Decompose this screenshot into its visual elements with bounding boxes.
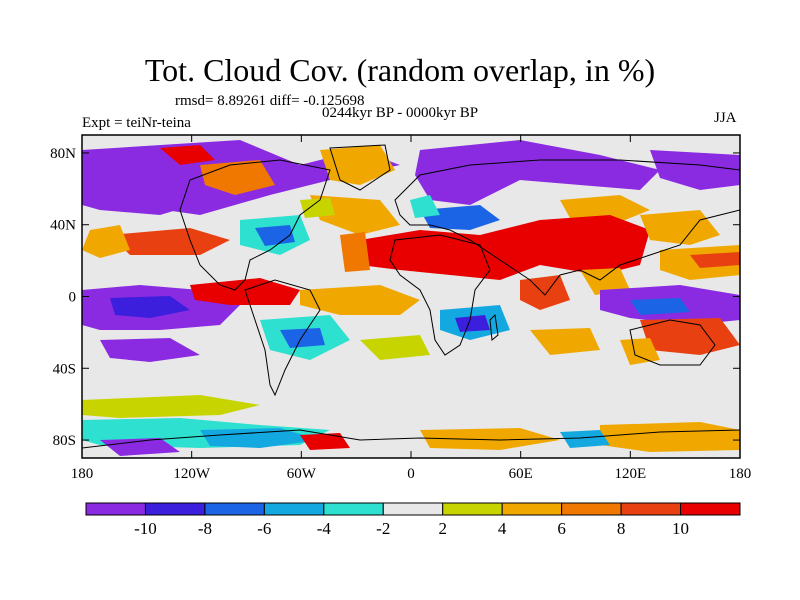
australia-orange bbox=[620, 338, 660, 365]
colorbar-label: 2 bbox=[438, 519, 447, 538]
equatorial-pacific-blue bbox=[110, 296, 190, 318]
colorbar-label: -2 bbox=[376, 519, 391, 538]
lon-tick-label: 180 bbox=[71, 466, 94, 482]
lon-tick-label: 120E bbox=[614, 466, 646, 482]
colorbar-swatch bbox=[263, 502, 325, 516]
africa-blue bbox=[455, 315, 490, 332]
europe-blue bbox=[420, 205, 500, 230]
lat-tick-label: 0 bbox=[69, 290, 77, 306]
colorbar-label: 8 bbox=[616, 519, 626, 538]
greenland-coast bbox=[329, 144, 391, 191]
north-atlantic-purple bbox=[415, 140, 660, 205]
south-indian-orange bbox=[530, 328, 600, 355]
n-pacific-red bbox=[110, 228, 230, 255]
antarctic-cyan-east bbox=[560, 430, 610, 448]
se-asia-orange bbox=[580, 268, 630, 295]
atlantic-equ-orange bbox=[300, 285, 420, 315]
antarctic-orange-east bbox=[600, 422, 740, 452]
africa-coast bbox=[389, 234, 491, 356]
colorbar-label: -10 bbox=[134, 519, 157, 538]
colorbar-swatch bbox=[323, 502, 384, 516]
madagascar-coast bbox=[489, 313, 499, 341]
china-orange bbox=[640, 210, 720, 245]
colorbar-label: 6 bbox=[557, 519, 566, 538]
colorbar-swatch bbox=[561, 502, 622, 516]
map-title: Tot. Cloud Cov. (random overlap, in %) bbox=[144, 52, 656, 88]
southern-ocean-yellow bbox=[82, 395, 260, 418]
colorbar-label: 10 bbox=[672, 519, 690, 538]
sahara-asia-red bbox=[360, 215, 650, 280]
antarctic-purple bbox=[100, 438, 180, 456]
season-label: JJA bbox=[714, 110, 737, 126]
antarctica-coast bbox=[82, 429, 740, 449]
lon-tick-label: 120W bbox=[173, 466, 211, 482]
n-america-blue bbox=[255, 225, 295, 246]
sahara-asia-orange bbox=[340, 232, 370, 272]
eurasia-coast bbox=[394, 159, 740, 296]
colorbar-swatch bbox=[144, 502, 206, 516]
atlantic-orange bbox=[310, 195, 400, 235]
colorbar bbox=[85, 502, 741, 516]
map-field bbox=[82, 135, 740, 458]
lon-tick-label: 0 bbox=[407, 466, 415, 482]
europe-teal bbox=[410, 195, 440, 218]
arctic-red bbox=[160, 145, 215, 165]
latitude-axis: 80N 40N 0 40S 80S bbox=[50, 146, 740, 449]
colorbar-swatch bbox=[204, 502, 265, 516]
east-siberia-purple bbox=[650, 150, 740, 190]
colorbar-label: -6 bbox=[257, 519, 272, 538]
siberia-orange bbox=[560, 195, 650, 222]
north-pacific-purple bbox=[82, 160, 210, 215]
colorbar-swatch bbox=[382, 502, 444, 516]
south-america-coast bbox=[244, 279, 321, 397]
colorbar-swatch bbox=[85, 502, 146, 516]
south-america-blue bbox=[280, 328, 325, 348]
colorbar-swatch bbox=[620, 502, 682, 516]
colorbar-label: 4 bbox=[497, 519, 507, 538]
colorbar-label: -8 bbox=[197, 519, 212, 538]
atlantic-yellow bbox=[300, 198, 335, 218]
lon-tick-label: 60E bbox=[509, 466, 533, 482]
colorbar-swatch bbox=[442, 502, 503, 516]
period-label: 0244kyr BP - 0000kyr BP bbox=[322, 105, 479, 121]
longitude-axis: 180 120W 60W 0 60E 120E 180 bbox=[71, 135, 752, 482]
india-red bbox=[520, 275, 570, 310]
colorbar-label: -4 bbox=[316, 519, 331, 538]
antarctic-cyan bbox=[200, 428, 320, 448]
n-pacific-orange bbox=[82, 225, 130, 258]
lat-tick-label: 40S bbox=[53, 361, 76, 377]
lon-tick-label: 60W bbox=[287, 466, 317, 482]
stats-line: rmsd= 8.89261 diff= -0.125698 bbox=[175, 93, 365, 109]
lat-tick-label: 80N bbox=[50, 146, 76, 162]
antarctic-orange-mid bbox=[420, 428, 560, 450]
north-america-coast bbox=[179, 159, 331, 291]
lat-tick-label: 40N bbox=[50, 218, 76, 234]
pacific-red-east bbox=[690, 252, 740, 268]
antarctic-red bbox=[300, 433, 350, 450]
west-pacific-blue bbox=[630, 298, 690, 315]
experiment-label: Expt = teiNr-teina bbox=[82, 115, 191, 131]
australia-coast bbox=[629, 319, 716, 366]
lon-tick-label: 180 bbox=[729, 466, 752, 482]
south-pacific-purple bbox=[100, 338, 200, 362]
lat-tick-label: 80S bbox=[53, 433, 76, 449]
south-atlantic-yellow bbox=[360, 335, 430, 360]
coastlines bbox=[82, 144, 740, 449]
colorbar-swatch bbox=[680, 502, 741, 516]
colorbar-swatch bbox=[501, 502, 563, 516]
